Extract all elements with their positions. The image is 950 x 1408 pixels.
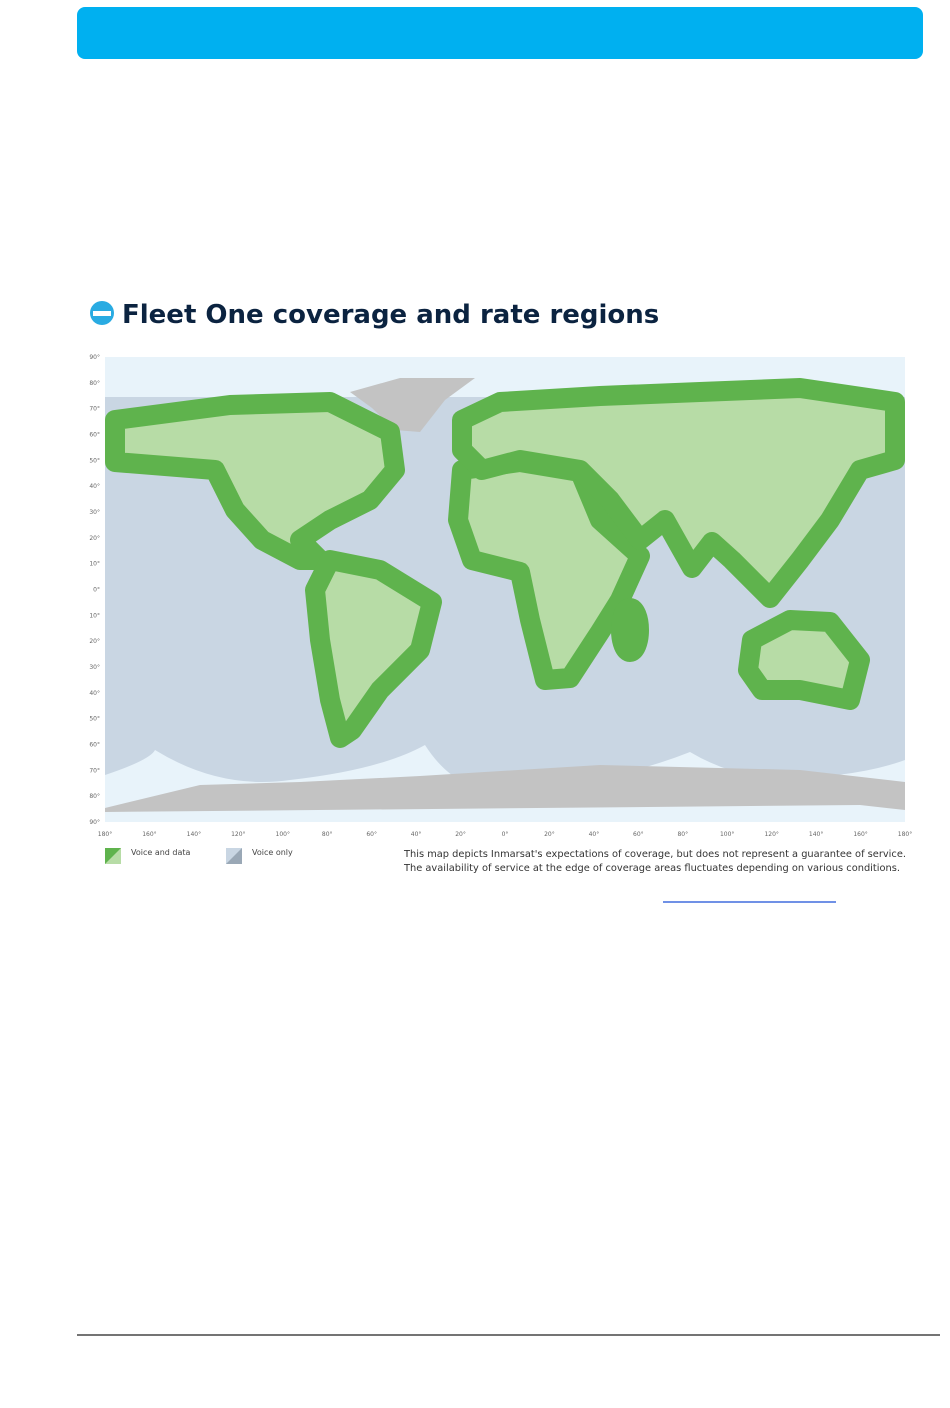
latitude-label: 10° (89, 561, 100, 568)
latitude-label: 30° (89, 664, 100, 671)
eurasia (452, 378, 905, 608)
latitude-label: 20° (89, 638, 100, 645)
longitude-label: 120° (231, 831, 245, 838)
longitude-label: 100° (720, 831, 734, 838)
latitude-label: 80° (89, 380, 100, 387)
longitude-label: 40° (589, 831, 600, 838)
longitude-label: 120° (764, 831, 778, 838)
disclaimer: This map depicts Inmarsat's expectations… (403, 849, 906, 860)
longitude-label: 100° (276, 831, 290, 838)
latitude-label: 90° (89, 354, 100, 361)
madagascar (611, 598, 649, 662)
longitude-label: 160° (853, 831, 867, 838)
longitude-label: 140° (187, 831, 201, 838)
greenland (350, 378, 475, 432)
latitude-label: 90° (89, 819, 100, 826)
longitude-label: 180° (898, 831, 912, 838)
longitude-label: 40° (411, 831, 422, 838)
longitude-label: 60° (633, 831, 644, 838)
latitude-label: 80° (89, 793, 100, 800)
longitude-labels: 180° 160° 140° 120° 100° 80° 60° 40° 20° 0° 20° 40°… (98, 831, 912, 838)
longitude-label: 180° (98, 831, 112, 838)
longitude-label: 20° (455, 831, 466, 838)
map-title: Fleet One coverage and rate regions (122, 300, 659, 330)
map: 90° 80° 70° 60° 50° 40° 30° 20° 10° 0° 10° 20° 30° 40… (89, 354, 912, 838)
longitude-label: 80° (677, 831, 688, 838)
longitude-label: 20° (544, 831, 555, 838)
latitude-label: 40° (89, 483, 100, 490)
longitude-label: 160° (142, 831, 156, 838)
legend-swatch-voice-only (226, 848, 242, 864)
title-icon-bar (93, 311, 111, 316)
latitude-label: 50° (89, 716, 100, 723)
longitude-label: 140° (809, 831, 823, 838)
latitude-label: 0° (93, 587, 100, 594)
latitude-labels: 90° 80° 70° 60° 50° 40° 30° 20° 10° 0° 10° 20° 30° 40… (89, 354, 100, 826)
disclaimer: The availability of service at the edge … (403, 863, 900, 874)
legend-label: Voice only (252, 848, 293, 857)
south-america (305, 550, 442, 748)
north-america (105, 392, 405, 570)
latitude-label: 20° (89, 535, 100, 542)
legend-swatch-voice-data (105, 848, 121, 864)
australia (738, 610, 870, 710)
latitude-label: 50° (89, 457, 100, 464)
longitude-label: 80° (322, 831, 333, 838)
latitude-label: 60° (89, 432, 100, 439)
latitude-label: 70° (89, 406, 100, 413)
longitude-label: 0° (502, 831, 509, 838)
antarctica (105, 765, 905, 812)
latitude-label: 40° (89, 690, 100, 697)
latitude-label: 10° (89, 612, 100, 619)
latitude-label: 60° (89, 742, 100, 749)
legend-label: Voice and data (131, 848, 191, 857)
header-bar (77, 7, 923, 59)
latitude-label: 30° (89, 509, 100, 516)
latitude-label: 70° (89, 767, 100, 774)
longitude-label: 60° (366, 831, 377, 838)
